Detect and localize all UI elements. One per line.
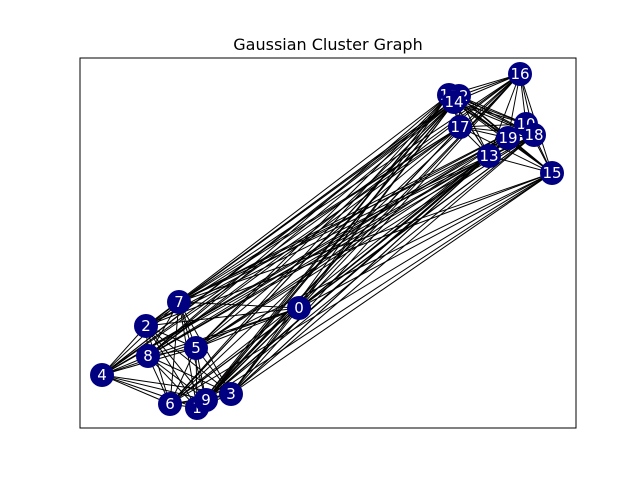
node-15: 15 <box>540 161 564 185</box>
edge-9-17 <box>205 126 461 401</box>
edge-8-14 <box>147 101 455 357</box>
edge-0-5 <box>195 307 300 349</box>
edge-7-13 <box>178 155 490 303</box>
node-circle <box>522 123 546 147</box>
edge-7-10 <box>178 123 527 303</box>
edge-6-18 <box>169 134 535 405</box>
node-label: 0 <box>294 299 304 317</box>
node-label: 18 <box>524 126 543 144</box>
node-2: 2 <box>134 314 158 338</box>
edge-4-6 <box>101 374 171 405</box>
node-circle <box>496 126 520 150</box>
node-circle <box>158 392 182 416</box>
node-3: 3 <box>219 382 243 406</box>
edge-2-6 <box>145 325 171 405</box>
edge-0-15 <box>298 172 553 309</box>
node-4: 4 <box>90 363 114 387</box>
node-circle <box>136 344 160 368</box>
node-6: 6 <box>158 392 182 416</box>
node-label: 16 <box>510 65 529 83</box>
node-5: 5 <box>184 336 208 360</box>
edge-2-11 <box>145 94 450 327</box>
node-label: 6 <box>165 395 175 413</box>
plot-frame <box>79 57 577 429</box>
nodes-layer: 012345678910111213141516171819 <box>90 62 564 420</box>
node-9: 9 <box>194 388 218 412</box>
edge-2-15 <box>145 172 553 327</box>
node-label: 2 <box>141 317 151 335</box>
chart-title: Gaussian Cluster Graph <box>233 35 422 54</box>
node-circle <box>134 314 158 338</box>
node-label: 8 <box>143 347 153 365</box>
node-circle <box>167 290 191 314</box>
node-circle <box>442 90 466 114</box>
edge-6-7 <box>169 301 180 405</box>
node-16: 16 <box>508 62 532 86</box>
edge-5-15 <box>195 172 553 349</box>
node-circle <box>90 363 114 387</box>
node-circle <box>184 336 208 360</box>
node-circle <box>477 144 501 168</box>
edge-4-9 <box>101 374 207 401</box>
edges-layer <box>101 73 553 409</box>
node-label: 15 <box>542 164 561 182</box>
edge-7-12 <box>178 95 460 303</box>
node-0: 0 <box>287 296 311 320</box>
edge-0-2 <box>145 307 300 327</box>
node-label: 14 <box>444 93 463 111</box>
edge-4-14 <box>101 101 455 376</box>
edge-5-11 <box>195 94 450 349</box>
edge-5-10 <box>195 123 527 349</box>
edge-7-16 <box>178 73 521 303</box>
edge-3-15 <box>230 172 553 395</box>
node-label: 13 <box>479 147 498 165</box>
node-13: 13 <box>477 144 501 168</box>
edge-4-7 <box>101 301 180 376</box>
edge-10-12 <box>458 95 527 125</box>
node-17: 17 <box>448 115 472 139</box>
edge-0-16 <box>298 73 521 309</box>
node-label: 4 <box>97 366 107 384</box>
node-label: 17 <box>450 118 469 136</box>
edge-15-17 <box>459 126 553 174</box>
edge-8-10 <box>147 123 527 357</box>
node-19: 19 <box>496 126 520 150</box>
edge-9-14 <box>205 101 455 401</box>
node-circle <box>219 382 243 406</box>
edge-6-14 <box>169 101 455 405</box>
node-label: 3 <box>226 385 236 403</box>
edge-8-11 <box>147 94 450 357</box>
edge-5-17 <box>195 126 461 349</box>
node-label: 19 <box>498 129 517 147</box>
edge-7-17 <box>178 126 461 303</box>
node-18: 18 <box>522 123 546 147</box>
edge-8-17 <box>147 126 461 357</box>
node-circle <box>448 115 472 139</box>
node-label: 1 <box>192 399 202 417</box>
node-label: 5 <box>191 339 201 357</box>
node-circle <box>287 296 311 320</box>
node-label: 7 <box>174 293 184 311</box>
node-14: 14 <box>442 90 466 114</box>
edge-6-11 <box>169 94 450 405</box>
edge-5-13 <box>195 155 490 349</box>
edge-8-9 <box>147 355 207 401</box>
edge-9-19 <box>205 137 509 401</box>
edge-8-13 <box>147 155 490 357</box>
edge-9-15 <box>205 172 553 401</box>
node-label: 9 <box>201 391 211 409</box>
node-circle <box>508 62 532 86</box>
node-circle <box>194 388 218 412</box>
edge-2-9 <box>145 325 207 401</box>
node-circle <box>540 161 564 185</box>
edge-9-18 <box>205 134 535 401</box>
edge-7-19 <box>178 137 509 303</box>
edge-7-15 <box>178 172 553 303</box>
edge-9-11 <box>205 94 450 401</box>
node-7: 7 <box>167 290 191 314</box>
node-8: 8 <box>136 344 160 368</box>
